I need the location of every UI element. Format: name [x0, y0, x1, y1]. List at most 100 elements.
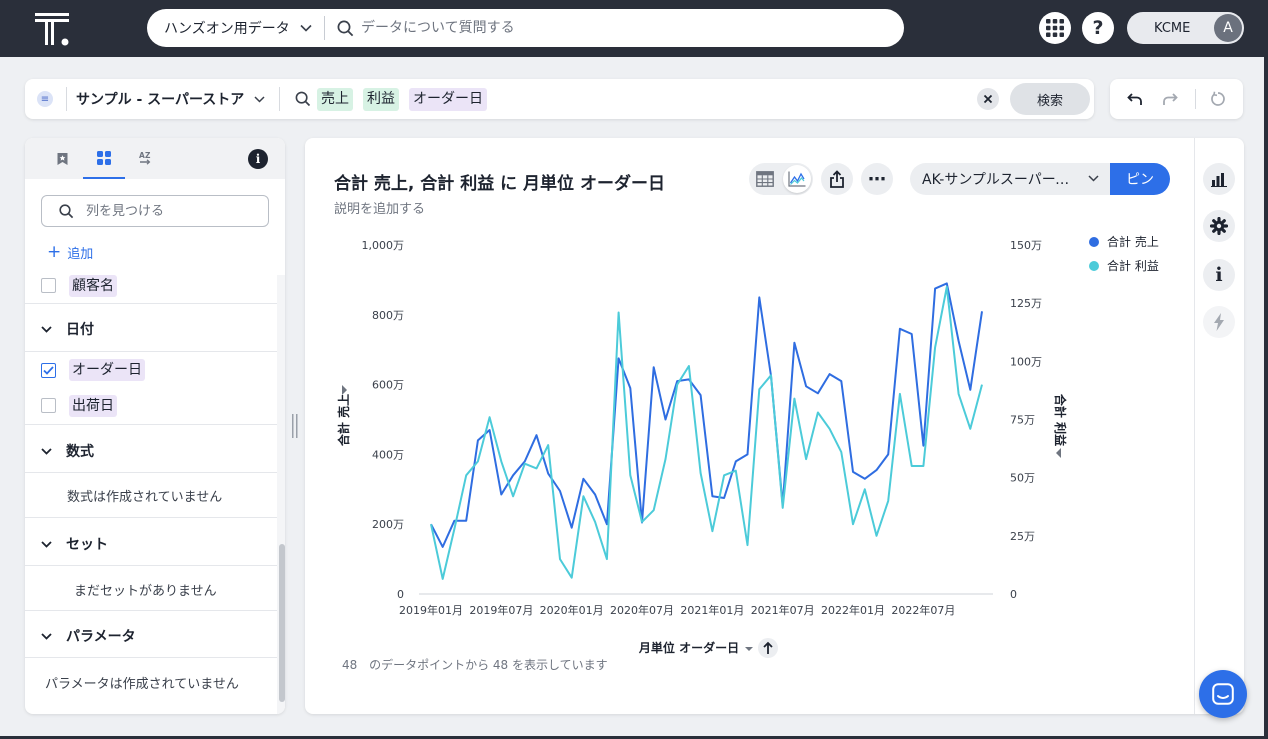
- search-token-attribute[interactable]: オーダー日: [409, 88, 487, 111]
- info-icon[interactable]: i: [248, 149, 268, 169]
- answer-search-bar: ≡ サンプル - スーパーストア 売上 利益 オーダー日 検索: [25, 79, 1094, 119]
- svg-text:Z: Z: [145, 151, 151, 160]
- y-tick-label-left: 1,000万: [362, 239, 405, 252]
- chevron-down-icon: [254, 95, 265, 103]
- description-placeholder[interactable]: 説明を追加する: [334, 202, 426, 217]
- axis-menu-caret-icon: [342, 385, 347, 395]
- column-row: オーダー日 出荷日: [25, 352, 277, 425]
- legend-swatch: [1089, 237, 1099, 247]
- group-toggle-set[interactable]: セット: [41, 534, 108, 554]
- scrollbar-track[interactable]: [277, 275, 285, 714]
- clear-search-button[interactable]: [977, 88, 999, 110]
- search-token-measure[interactable]: 利益: [363, 88, 399, 111]
- search-icon: [337, 20, 354, 37]
- group-toggle-date[interactable]: 日付: [41, 319, 94, 339]
- worksheet-selector[interactable]: サンプル - スーパーストア: [76, 79, 265, 119]
- tab-bookmarks[interactable]: [41, 138, 83, 179]
- help-button[interactable]: ?: [1082, 12, 1114, 44]
- divider: [1195, 89, 1196, 109]
- spotiq-button[interactable]: [1203, 306, 1235, 338]
- column-checkbox-checked[interactable]: [41, 363, 56, 378]
- search-token-measure[interactable]: 売上: [317, 88, 353, 111]
- redo-icon: [1163, 93, 1178, 105]
- search-icon: [59, 204, 74, 219]
- y-tick-label-left: 400万: [372, 448, 404, 461]
- data-point-text: のデータポイントから 48 を表示しています: [369, 658, 608, 672]
- group-label: セット: [66, 537, 108, 553]
- legend-label: 合計 売上: [1107, 234, 1159, 249]
- chevron-down-icon: [41, 447, 52, 455]
- divider: [279, 87, 280, 111]
- empty-message: 数式は作成されていません: [67, 490, 223, 505]
- data-source-label: ハンズオン用データ: [164, 21, 290, 37]
- divider: [1194, 138, 1195, 714]
- search-go-button[interactable]: 検索: [1010, 83, 1090, 115]
- chart-type-button[interactable]: [1203, 163, 1235, 195]
- x-tick-label: 2020年07月: [610, 603, 674, 617]
- chevron-down-icon: [41, 540, 52, 548]
- y-tick-label-left: 200万: [372, 518, 404, 531]
- group-row: セット: [25, 518, 277, 566]
- column-label[interactable]: 顧客名: [69, 275, 117, 297]
- redo-button[interactable]: [1160, 89, 1180, 109]
- y-tick-label-right: 0: [1010, 588, 1017, 601]
- table-icon: [756, 171, 774, 187]
- search-icon: [295, 91, 311, 107]
- x-tick-label: 2022年01月: [821, 603, 885, 617]
- column-label[interactable]: オーダー日: [69, 359, 145, 381]
- apps-button[interactable]: [1039, 12, 1071, 44]
- data-source-selector[interactable]: ハンズオン用データ: [147, 9, 325, 47]
- more-icon: ⋯: [868, 168, 886, 190]
- answer-info-button[interactable]: i: [1203, 259, 1235, 291]
- panel-resize-handle[interactable]: [292, 414, 298, 438]
- group-row: 日付: [25, 304, 277, 352]
- chart-settings-button[interactable]: [1203, 210, 1235, 242]
- org-label: KCME: [1154, 20, 1191, 36]
- series-line-profit: [430, 285, 983, 580]
- legend-label: 合計 利益: [1107, 258, 1159, 273]
- y-tick-label-right: 150万: [1010, 239, 1042, 252]
- column-label[interactable]: 出荷日: [69, 395, 117, 417]
- chevron-down-icon: [1088, 175, 1099, 182]
- group-toggle-parameter[interactable]: パラメータ: [41, 626, 136, 646]
- chart-view-button[interactable]: [783, 165, 811, 193]
- data-source-icon: ≡: [37, 91, 53, 107]
- divider: [324, 16, 325, 40]
- table-view-button[interactable]: [751, 165, 779, 193]
- thoughtspot-logo-icon[interactable]: [34, 12, 70, 46]
- share-button[interactable]: [821, 163, 853, 195]
- undo-button[interactable]: [1125, 89, 1145, 109]
- checkmark-icon: [43, 366, 54, 375]
- column-checkbox[interactable]: [41, 278, 56, 293]
- data-panel: AZ i + 追加 顧客名 日付 オーダー日 出荷日: [25, 138, 285, 714]
- sort-ascending-icon: [763, 641, 773, 654]
- window-frame: [1264, 57, 1268, 739]
- pin-button[interactable]: ピン: [1110, 163, 1170, 195]
- history-controls: [1110, 79, 1243, 119]
- chevron-down-icon: [300, 24, 312, 32]
- x-tick-label: 2020年01月: [540, 603, 604, 617]
- column-checkbox[interactable]: [41, 398, 56, 413]
- column-search-box: [41, 195, 269, 227]
- x-tick-label: 2019年07月: [469, 603, 533, 617]
- scrollbar-thumb[interactable]: [279, 544, 285, 702]
- more-options-button[interactable]: ⋯: [861, 163, 893, 195]
- user-menu[interactable]: KCME A: [1127, 12, 1244, 44]
- column-search-input[interactable]: [86, 200, 256, 222]
- axis-menu-caret-icon: [1056, 448, 1061, 458]
- y-tick-label-right: 75万: [1010, 414, 1035, 427]
- answer-title[interactable]: 合計 売上, 合計 利益 に 月単位 オーダー日: [334, 174, 665, 194]
- liveboard-selector[interactable]: AK-サンプルスーパーストア: [910, 163, 1110, 195]
- chevron-down-icon: [41, 325, 52, 333]
- chat-button[interactable]: [1199, 670, 1247, 718]
- reset-button[interactable]: [1208, 89, 1228, 109]
- tab-columns[interactable]: [83, 138, 125, 179]
- group-toggle-formula[interactable]: 数式: [41, 441, 94, 461]
- line-chart-icon: [788, 171, 806, 187]
- global-search-input[interactable]: [361, 13, 881, 43]
- plus-icon: +: [47, 242, 62, 262]
- add-column-button[interactable]: + 追加: [47, 242, 93, 262]
